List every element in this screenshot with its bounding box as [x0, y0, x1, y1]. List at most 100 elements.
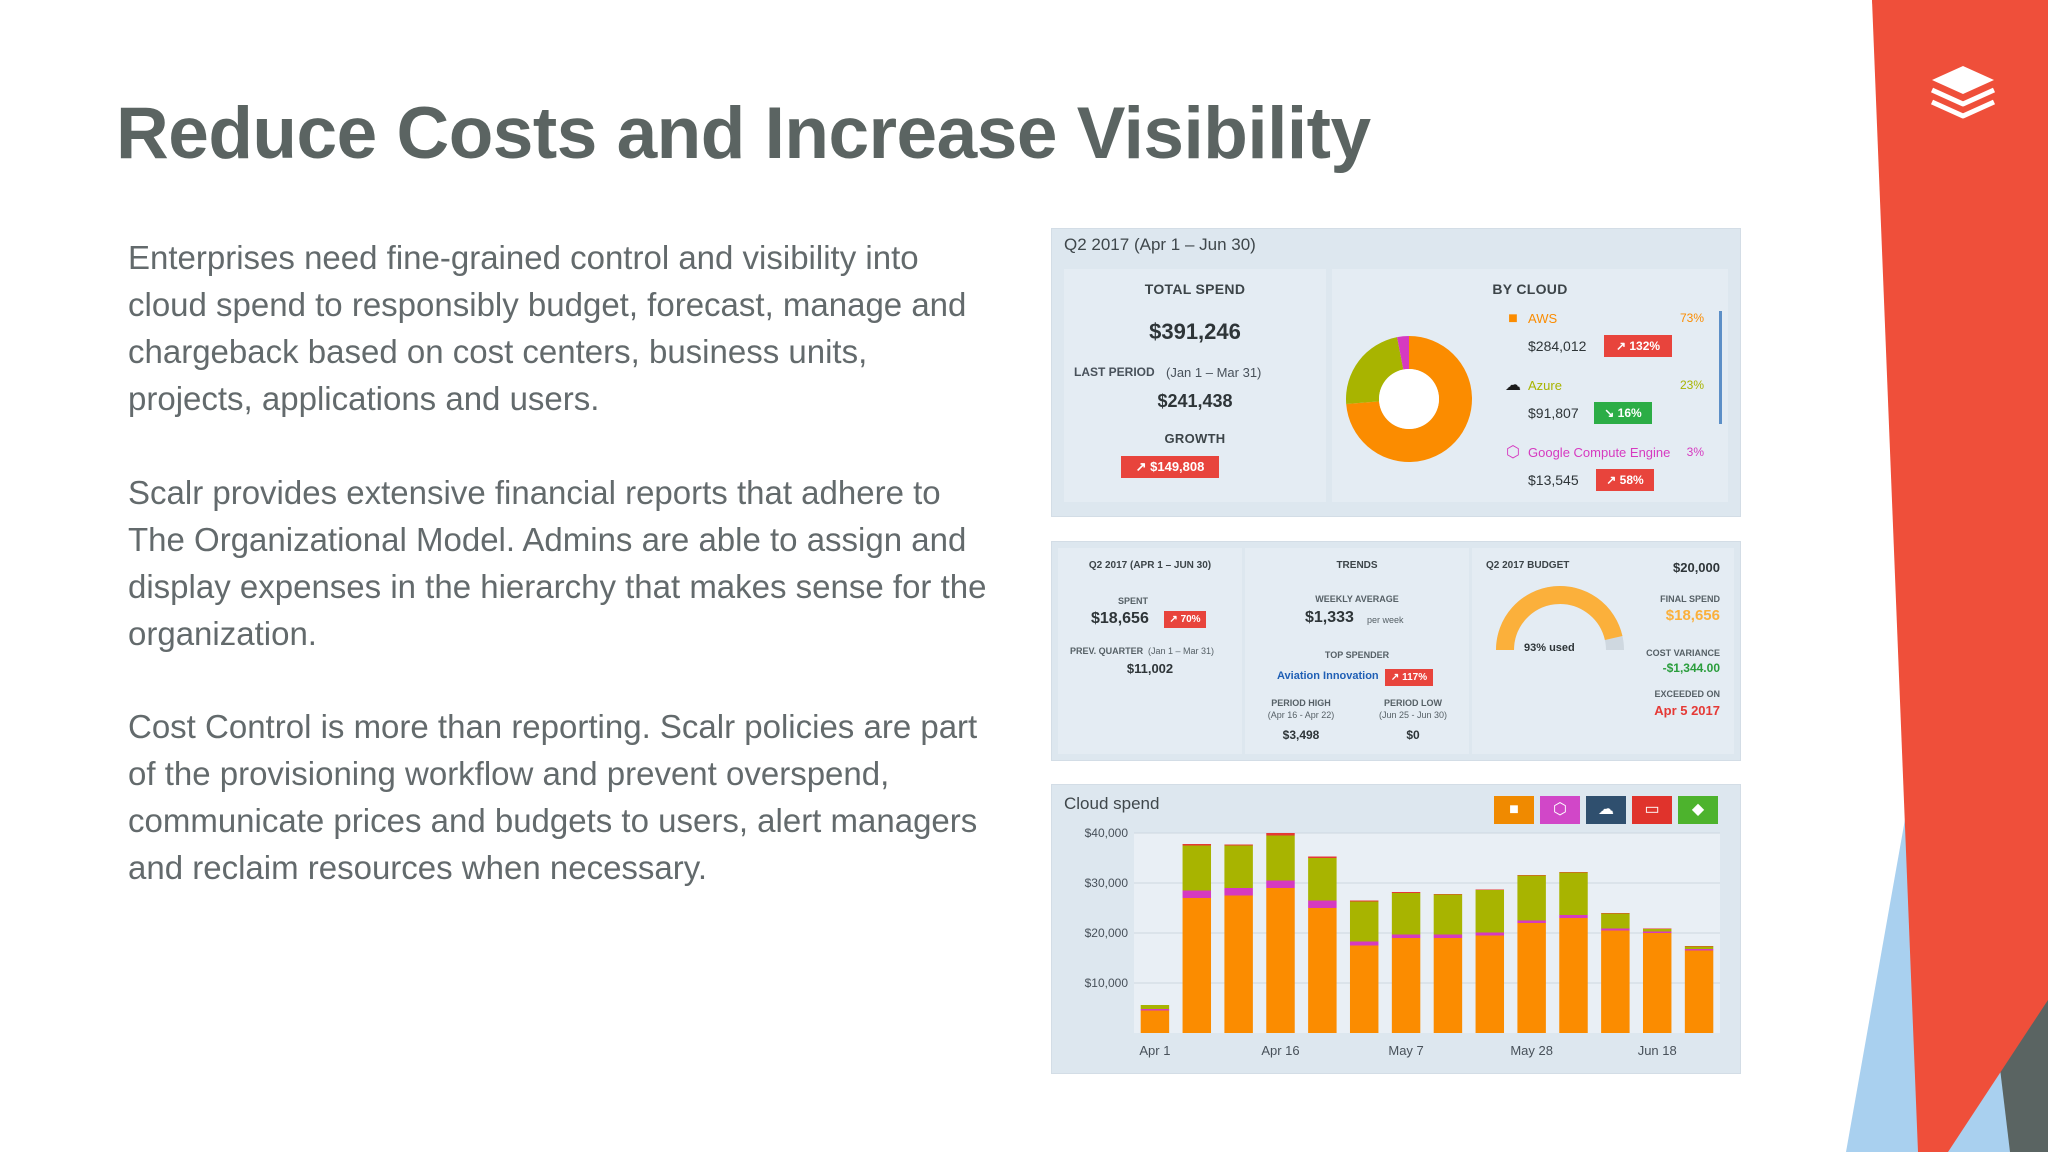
y-tick-label: $30,000 — [1085, 876, 1129, 890]
bar-segment — [1308, 856, 1337, 858]
prev-quarter-value: $11,002 — [1126, 661, 1174, 676]
cloud-amount-aws: $284,012 — [1528, 338, 1587, 354]
bar-segment — [1475, 890, 1505, 933]
bar-segment — [1601, 930, 1630, 1033]
budget-panel: Q2 2017 (APR 1 – JUN 30) SPENT $18,656 ↗… — [1051, 541, 1741, 761]
donut-hole — [1379, 369, 1439, 429]
bar-segment — [1642, 933, 1672, 1033]
bar-segment — [1308, 900, 1337, 908]
bar-segment — [1601, 928, 1630, 931]
period-high-label: PERIOD HIGH — [1271, 698, 1331, 708]
bar-segment — [1140, 1010, 1170, 1033]
x-tick-label: May 28 — [1510, 1043, 1553, 1058]
donut-slice-google-compute-engine — [1397, 336, 1409, 370]
prev-quarter-range: (Jan 1 – Mar 31) — [1148, 646, 1215, 656]
weekly-average-label: WEEKLY AVERAGE — [1315, 594, 1399, 604]
bar-segment — [1140, 1009, 1170, 1011]
top-spender-link[interactable]: Aviation Innovation — [1277, 670, 1379, 682]
legend-toggle-azure-cloud-icon[interactable]: ☁ — [1586, 796, 1626, 824]
paragraph-visibility: Enterprises need fine-grained control an… — [128, 239, 967, 417]
paragraph-reports: Scalr provides extensive financial repor… — [128, 474, 987, 652]
legend-toggle-private-cloud-icon[interactable]: ▭ — [1632, 796, 1672, 824]
weekly-average-value: $1,333 — [1305, 609, 1354, 626]
cloud-change-badge-google-compute-engine: ↗ 58% — [1596, 469, 1654, 491]
bar-segment — [1182, 890, 1212, 898]
bar-segment — [1433, 934, 1463, 938]
red-stripe — [1872, 0, 2048, 1152]
y-tick-label: $40,000 — [1085, 826, 1129, 840]
bar-segment — [1266, 833, 1295, 836]
period-high-range: (Apr 16 - Apr 22) — [1267, 710, 1335, 720]
bar-segment — [1601, 913, 1630, 929]
bar-segment — [1349, 900, 1379, 902]
bar-segment — [1642, 928, 1672, 929]
bar-segment — [1224, 845, 1253, 888]
bar-segment — [1266, 835, 1295, 881]
bar-segment — [1642, 931, 1672, 933]
final-spend-value: $18,656 — [1665, 607, 1720, 624]
cloud-name-azure[interactable]: Azure — [1528, 378, 1562, 393]
bar-segment — [1182, 845, 1212, 891]
bar-segment — [1391, 934, 1421, 938]
legend-toggle-aws-box-icon[interactable]: ■ — [1494, 796, 1534, 824]
bar-segment — [1349, 901, 1379, 942]
by-cloud-donut-chart — [1346, 336, 1472, 462]
bar-segment — [1433, 894, 1463, 935]
total-spend-value: $391,246 — [1149, 319, 1241, 344]
bar-segment — [1266, 880, 1295, 888]
quarter-spend-card: Q2 2017 (APR 1 – JUN 30) SPENT $18,656 ↗… — [1058, 548, 1242, 754]
legend-toggle-other-cloud-icon[interactable]: ◆ — [1678, 796, 1718, 824]
scrollbar[interactable] — [1719, 311, 1722, 424]
bar-segment — [1140, 1005, 1170, 1009]
bar-segment — [1266, 888, 1295, 1033]
bar-segment — [1517, 923, 1546, 1033]
y-tick-label: $10,000 — [1085, 976, 1129, 990]
bar-segment — [1433, 894, 1463, 895]
bar-segment — [1349, 945, 1379, 1033]
period-label: Q2 2017 (Apr 1 – Jun 30) — [1064, 235, 1256, 254]
growth-badge: ↗ $149,808 — [1121, 456, 1219, 478]
bar-segment — [1559, 872, 1588, 873]
cloud-name-aws[interactable]: AWS — [1528, 311, 1558, 326]
donut-slices — [1346, 336, 1472, 462]
chart-title: Cloud spend — [1064, 794, 1160, 813]
cost-variance-value: -$1,344.00 — [1662, 661, 1720, 675]
bar-segment — [1475, 889, 1505, 890]
top-spender-label: TOP SPENDER — [1324, 650, 1390, 660]
legend-toggle-google-cloud-icon[interactable]: ⬡ — [1540, 796, 1580, 824]
cloud-share-aws: 73% — [1679, 311, 1704, 325]
page-title: Reduce Costs and Increase Visibility — [116, 93, 1371, 174]
spent-change-badge: ↗ 70% — [1164, 611, 1206, 628]
gauge-fill — [1496, 586, 1623, 651]
bar-segment — [1391, 893, 1421, 935]
donut-slice-aws — [1346, 336, 1472, 462]
bar-segment — [1224, 888, 1253, 896]
cloud-name-google-compute-engine[interactable]: Google Compute Engine — [1528, 445, 1671, 460]
used-label: 93% used — [1524, 642, 1575, 654]
stacked-layers-icon — [1930, 66, 1996, 119]
per-week-label: per week — [1367, 615, 1404, 625]
total-spend-card: TOTAL SPEND $391,246 LAST PERIOD (Jan 1 … — [1064, 269, 1326, 502]
google-cloud-icon: ⬡ — [1506, 444, 1520, 461]
bar-segment — [1684, 950, 1714, 1033]
budget-label: Q2 2017 BUDGET — [1486, 560, 1570, 571]
aws-box-icon: ■ — [1508, 310, 1518, 327]
bar-segment — [1559, 915, 1588, 918]
bar-segment — [1517, 920, 1546, 923]
period-low-value: $0 — [1406, 728, 1420, 742]
bar-segment — [1308, 858, 1337, 901]
growth-label: GROWTH — [1164, 431, 1226, 446]
top-spender-change-badge: ↗ 117% — [1385, 669, 1433, 686]
x-tick-label: Jun 18 — [1638, 1043, 1677, 1058]
trends-label: TRENDS — [1336, 560, 1378, 571]
cloud-change-badge-aws: ↗ 132% — [1604, 335, 1672, 357]
cloud-amount-google-compute-engine: $13,545 — [1528, 472, 1579, 488]
y-tick-label: $20,000 — [1085, 926, 1129, 940]
bar-segment — [1642, 929, 1672, 932]
bar-segment — [1475, 935, 1505, 1033]
quarter-label: Q2 2017 (APR 1 – JUN 30) — [1088, 560, 1212, 571]
bar-segment — [1308, 908, 1337, 1033]
cloud-spend-panel: Cloud spend ■ ⬡ ☁ ▭ ◆ $40,000 $30,000 $20,000 $… — [1051, 784, 1741, 1074]
x-tick-label: May 7 — [1388, 1043, 1423, 1058]
